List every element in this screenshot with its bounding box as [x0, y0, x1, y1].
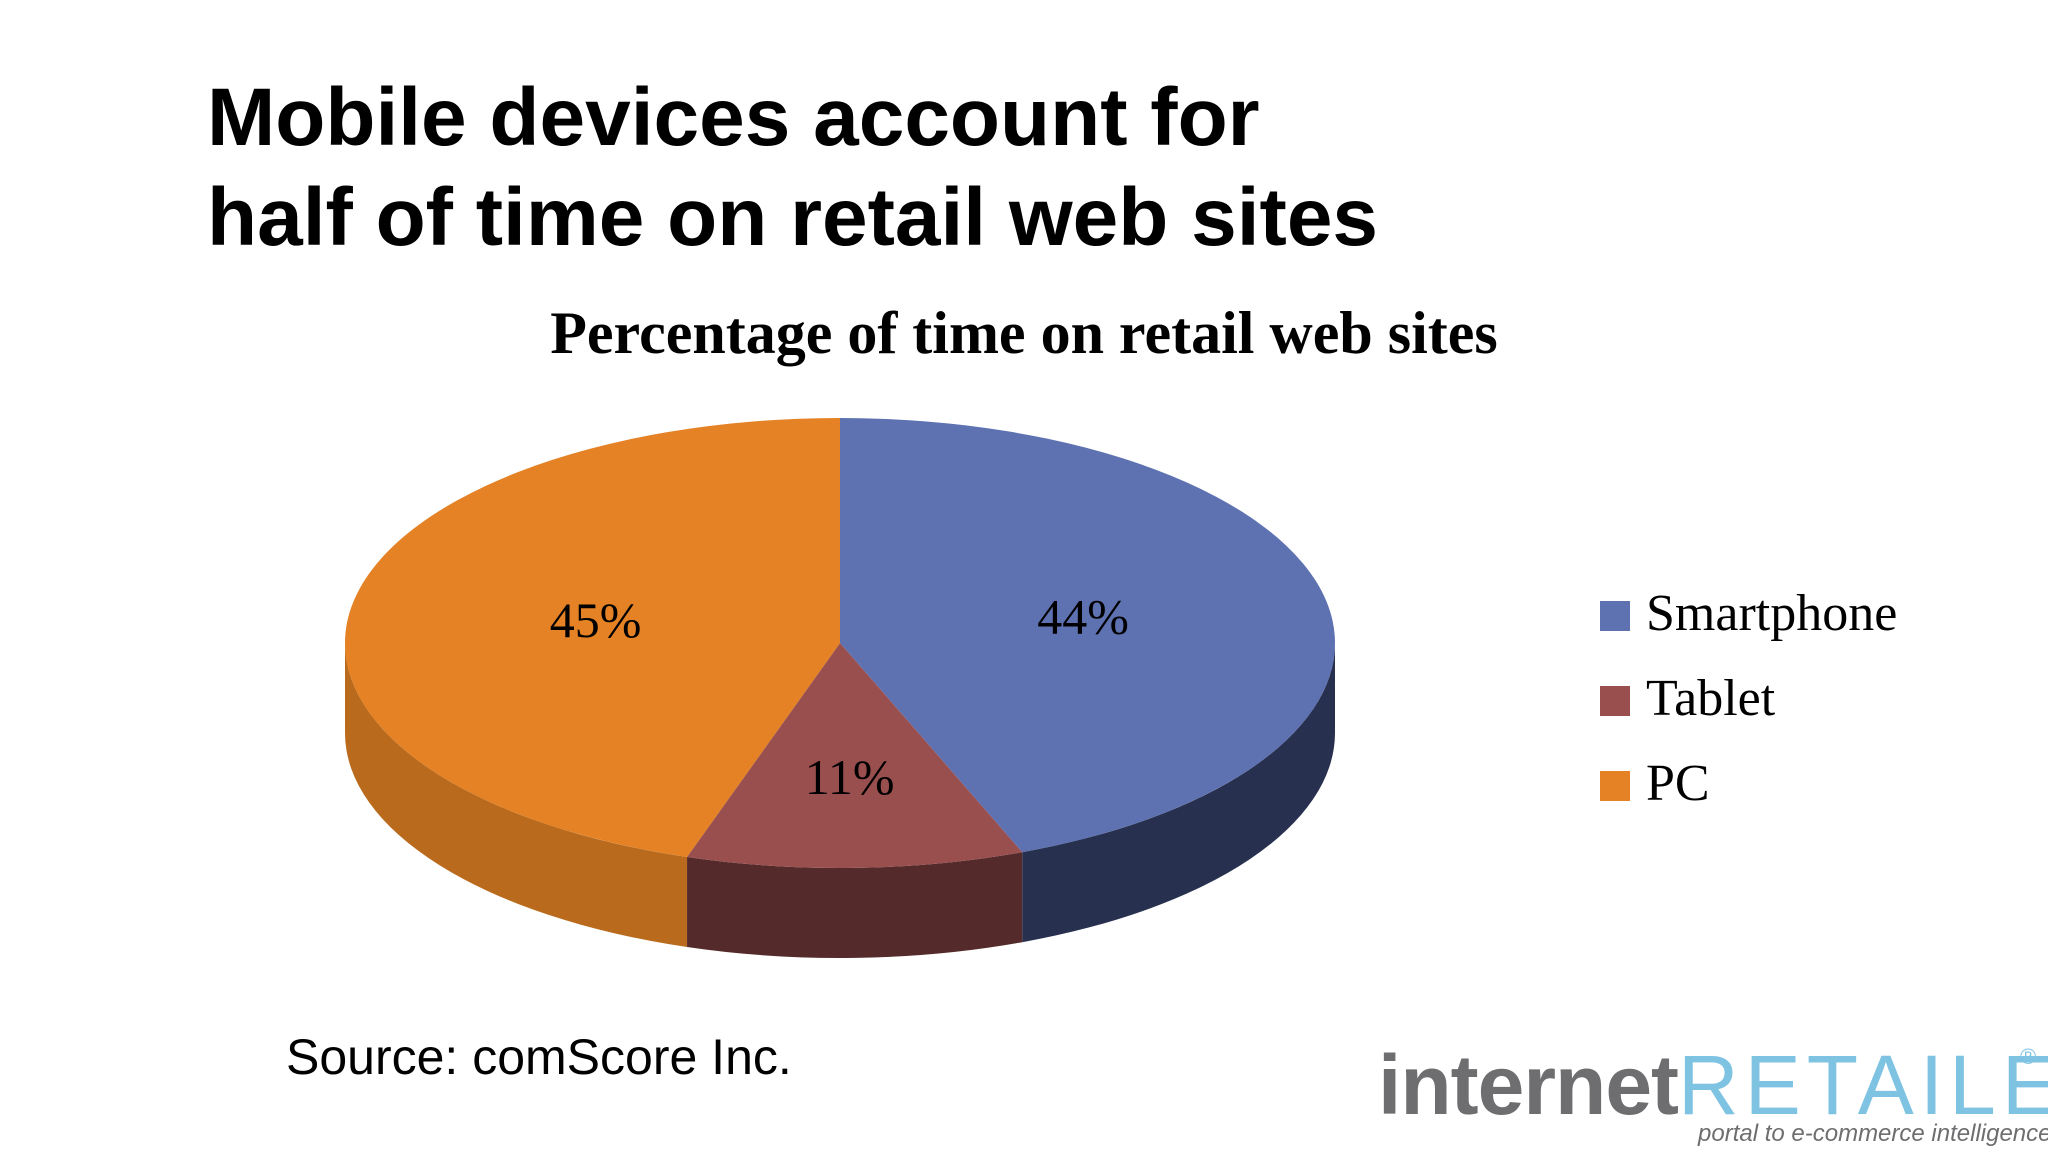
internet-retailer-logo: internetRETAILER ® portal to e-commerce … — [1378, 1040, 2048, 1152]
pie-slice-pc — [344, 418, 840, 857]
logo-wordmark: internetRETAILER — [1378, 1040, 2048, 1130]
legend-swatch-pc — [1600, 771, 1630, 801]
pie-slice-smartphone — [840, 418, 1335, 853]
slice-label-pc: 45% — [550, 592, 642, 648]
legend-swatch-tablet — [1600, 686, 1630, 716]
headline-line-1: Mobile devices account for — [207, 72, 1260, 163]
pie-side-pc — [345, 643, 688, 947]
legend: Smartphone Tablet PC — [1600, 585, 1897, 812]
legend-label-tablet: Tablet — [1646, 670, 1776, 727]
headline: Mobile devices account for half of time … — [207, 68, 1707, 268]
source-note: Source: comScore Inc. — [286, 1029, 792, 1085]
slice-label-tablet: 11% — [805, 749, 895, 805]
logo-tagline: portal to e-commerce intelligence — [1698, 1120, 2048, 1147]
slice-label-smartphone: 44% — [1037, 588, 1129, 644]
logo-registered-mark: ® — [2020, 1044, 2037, 1069]
pie-labels: 44% 11% 45% — [550, 588, 1129, 805]
legend-swatch-smartphone — [1600, 601, 1630, 631]
logo-part-internet: internet — [1378, 1038, 1679, 1132]
pie-side-tablet — [687, 852, 1023, 959]
pie-sides — [345, 643, 1335, 959]
pie-side-smartphone — [1022, 643, 1335, 943]
logo-part-retailer: RETAILER — [1678, 1038, 2048, 1132]
pie-slice-tablet — [687, 643, 1023, 869]
legend-label-smartphone: Smartphone — [1646, 585, 1897, 642]
legend-label-pc: PC — [1646, 755, 1710, 812]
headline-line-2: half of time on retail web sites — [207, 172, 1379, 263]
chart-title: Percentage of time on retail web sites — [550, 300, 1498, 366]
pie-tops — [344, 418, 1335, 869]
